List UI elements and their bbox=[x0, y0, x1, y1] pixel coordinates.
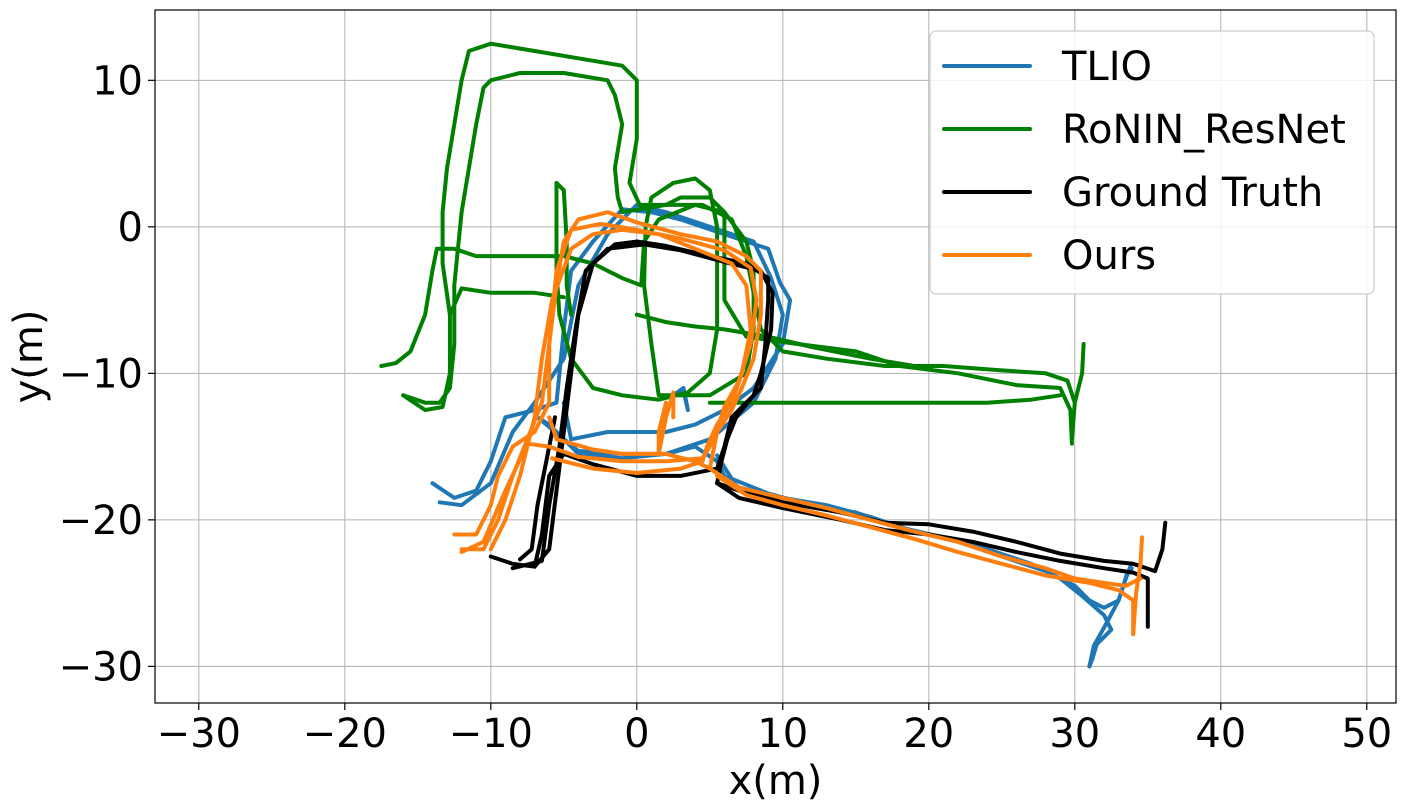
series-line-ours bbox=[715, 473, 1136, 637]
series-line-tlio bbox=[430, 207, 793, 500]
series-line-ronin-resnet bbox=[379, 176, 756, 402]
series-line-ground-truth bbox=[715, 481, 1150, 629]
legend-label-tlio: TLIO bbox=[1061, 44, 1152, 90]
y-tick-label: −30 bbox=[59, 644, 143, 690]
x-tick-label: 10 bbox=[757, 711, 808, 757]
series-line-ronin-resnet bbox=[447, 286, 566, 317]
series-ronin-resnet bbox=[379, 41, 1086, 446]
legend-label-ours: Ours bbox=[1062, 233, 1156, 279]
series-line-tlio bbox=[671, 386, 690, 412]
legend-label-ground-truth: Ground Truth bbox=[1062, 170, 1323, 216]
y-axis-ticks: −30 −20 −10 0 10 bbox=[59, 58, 155, 690]
x-tick-label: 0 bbox=[624, 711, 649, 757]
legend-label-ronin-resnet: RoNIN_ResNet bbox=[1062, 107, 1346, 153]
y-tick-label: −10 bbox=[59, 351, 143, 397]
y-tick-label: −20 bbox=[59, 498, 143, 544]
x-tick-label: 20 bbox=[903, 711, 954, 757]
series-line-ours bbox=[707, 466, 1143, 588]
plot-frame bbox=[154, 9, 1397, 704]
series-line-ours bbox=[1131, 535, 1144, 637]
x-tick-label: −20 bbox=[303, 711, 387, 757]
x-tick-label: −30 bbox=[157, 711, 241, 757]
series-line-ours bbox=[488, 227, 753, 552]
series-line-tlio bbox=[437, 202, 785, 508]
x-tick-label: −10 bbox=[449, 711, 533, 757]
legend-box bbox=[929, 30, 1375, 295]
x-axis-ticks: −30 −20 −10 0 10 20 30 40 50 bbox=[157, 703, 1392, 757]
x-tick-label: 50 bbox=[1341, 711, 1392, 757]
series-line-ronin-resnet bbox=[634, 312, 917, 368]
series-line-ground-truth bbox=[510, 242, 1168, 574]
series-layer bbox=[379, 41, 1168, 669]
series-line-ronin-resnet bbox=[401, 71, 1086, 442]
x-tick-label: 40 bbox=[1195, 711, 1246, 757]
x-tick-label: 30 bbox=[1049, 711, 1100, 757]
legend: TLIO RoNIN_ResNet Ground Truth Ours bbox=[929, 30, 1375, 295]
y-tick-label: 0 bbox=[118, 205, 143, 251]
y-axis-label: y(m) bbox=[6, 310, 52, 404]
x-axis-label: x(m) bbox=[729, 758, 823, 804]
series-line-ronin-resnet bbox=[707, 393, 1063, 405]
series-line-ours bbox=[656, 390, 676, 456]
y-tick-label: 10 bbox=[92, 58, 143, 104]
series-ours bbox=[452, 210, 1144, 637]
